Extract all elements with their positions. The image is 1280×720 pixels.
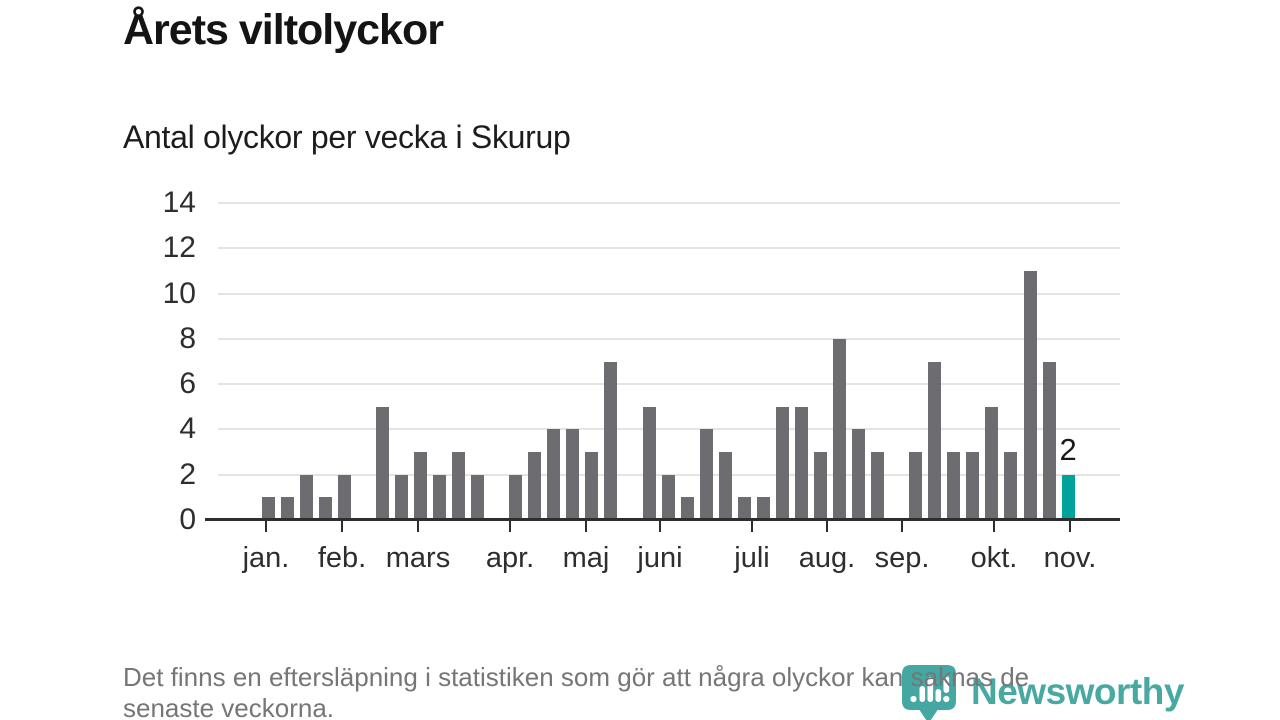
bar-week-40 <box>1004 452 1018 520</box>
month-label-aug: aug. <box>798 542 856 574</box>
x-tick-juni <box>659 521 661 532</box>
bar-week-15 <box>528 452 542 520</box>
bar-week-36 <box>928 361 942 520</box>
bar-week-28 <box>775 406 789 520</box>
bar-week-1 <box>261 497 275 520</box>
bar-week-19 <box>604 361 618 520</box>
footer-note-line-2: senaste veckorna. <box>123 693 335 720</box>
bar-week-25 <box>718 452 732 520</box>
bar-week-8 <box>394 474 408 520</box>
y-tick-label-4: 4 <box>179 412 196 446</box>
plot-area <box>218 202 1120 520</box>
bar-week-17 <box>566 429 580 520</box>
newsworthy-pin-barchart-icon <box>902 665 956 720</box>
month-label-mars: mars <box>385 542 451 574</box>
newsworthy-logo-text: Newsworthy <box>971 671 1184 712</box>
x-tick-okt <box>993 521 995 532</box>
bar-week-41 <box>1023 270 1037 520</box>
bar-week-18 <box>585 452 599 520</box>
gridline-10 <box>218 292 1120 295</box>
bar-week-12 <box>471 474 485 520</box>
x-tick-juli <box>751 521 753 532</box>
gridline-12 <box>218 247 1120 250</box>
y-tick-label-6: 6 <box>179 367 196 401</box>
y-tick-label-2: 2 <box>179 457 196 491</box>
x-tick-feb <box>341 521 343 532</box>
last-value-label: 2 <box>1059 431 1077 467</box>
bar-week-22 <box>661 474 675 520</box>
bar-week-23 <box>680 497 694 520</box>
x-tick-sep <box>901 521 903 532</box>
month-label-juli: juli <box>734 542 770 574</box>
gridline-4 <box>218 428 1120 431</box>
footer-note: Det finns en eftersläpning i statistiken… <box>123 662 1183 720</box>
bar-week-33 <box>871 452 885 520</box>
month-label-sep: sep. <box>874 542 930 574</box>
footer-note-line-1: Det finns en eftersläpning i statistiken… <box>123 662 1030 692</box>
highlighted-bar-week-43 <box>1061 474 1075 520</box>
bar-week-27 <box>756 497 770 520</box>
bar-week-2 <box>280 497 294 520</box>
x-axis-line <box>205 518 1120 521</box>
gridline-14 <box>218 202 1120 204</box>
bar-week-4 <box>318 497 332 520</box>
bar-week-37 <box>947 452 961 520</box>
x-tick-apr <box>509 521 511 532</box>
y-tick-label-10: 10 <box>162 276 196 310</box>
x-tick-mars <box>417 521 419 532</box>
bar-week-9 <box>413 452 427 520</box>
bar-week-42 <box>1042 361 1056 520</box>
gridline-8 <box>218 337 1120 340</box>
month-label-feb: feb. <box>317 542 367 574</box>
bar-week-14 <box>509 474 523 520</box>
month-label-jan: jan. <box>242 542 290 574</box>
page-title: Årets viltolyckor <box>123 6 444 54</box>
bar-week-10 <box>432 474 446 520</box>
month-label-nov: nov. <box>1043 542 1097 574</box>
gridline-6 <box>218 383 1120 386</box>
bar-week-38 <box>966 452 980 520</box>
bar-week-24 <box>699 429 713 520</box>
y-tick-label-12: 12 <box>162 231 196 265</box>
x-tick-maj <box>585 521 587 532</box>
month-label-maj: maj <box>562 542 610 574</box>
bar-week-29 <box>794 406 808 520</box>
month-label-juni: juni <box>637 542 683 574</box>
x-tick-nov <box>1069 521 1071 532</box>
bar-week-26 <box>737 497 751 520</box>
bar-week-7 <box>375 406 389 520</box>
bar-week-35 <box>909 452 923 520</box>
y-tick-label-14: 14 <box>162 186 196 219</box>
newsworthy-logo: Newsworthy <box>901 664 1184 720</box>
y-tick-label-8: 8 <box>179 321 196 355</box>
y-tick-label-0: 0 <box>179 503 196 536</box>
x-tick-aug <box>826 521 828 532</box>
bar-week-21 <box>642 406 656 520</box>
bar-week-39 <box>985 406 999 520</box>
bar-week-11 <box>452 452 465 520</box>
bar-week-5 <box>337 474 351 520</box>
x-tick-jan <box>265 521 267 532</box>
bar-week-16 <box>547 429 561 520</box>
bar-week-32 <box>852 429 866 520</box>
chart-subtitle: Antal olyckor per vecka i Skurup <box>123 119 571 155</box>
bar-week-3 <box>299 474 313 520</box>
bar-week-31 <box>833 338 846 520</box>
month-label-okt: okt. <box>970 542 1018 574</box>
month-label-apr: apr. <box>485 542 535 574</box>
bar-week-30 <box>813 452 827 520</box>
